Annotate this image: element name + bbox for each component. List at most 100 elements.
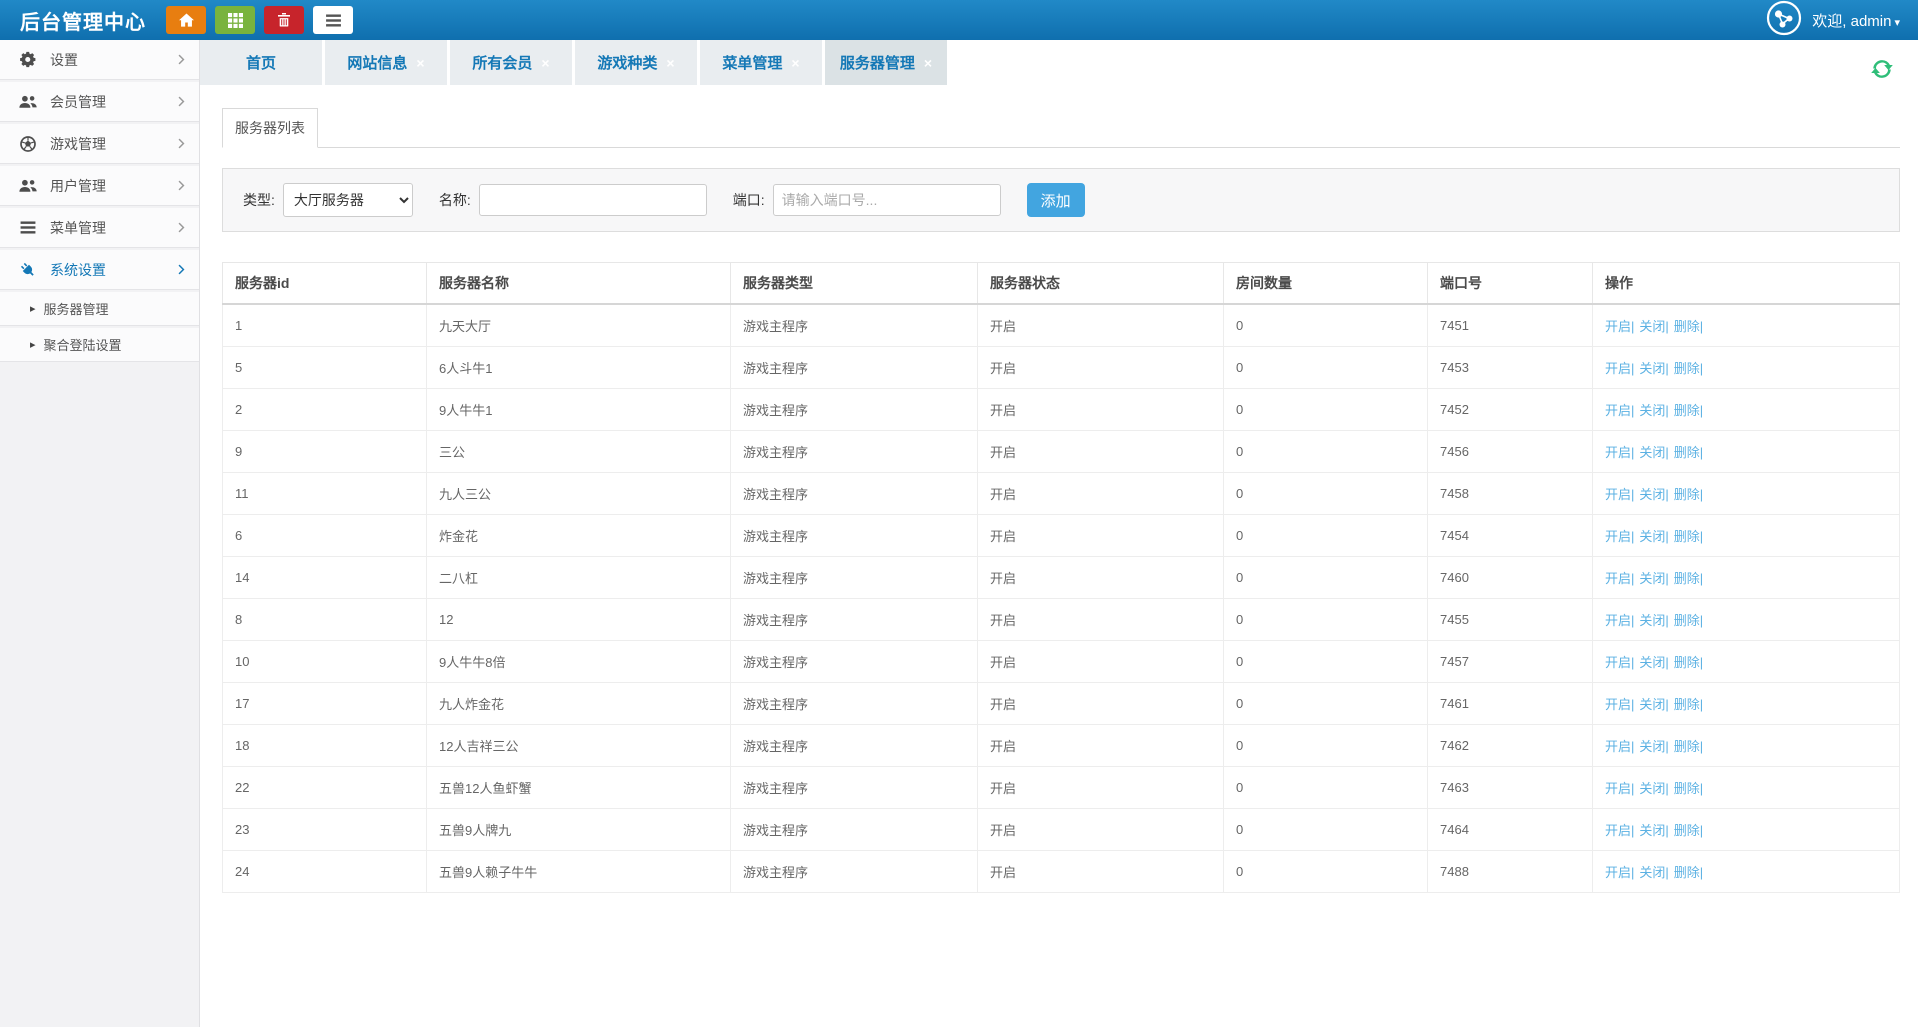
panel-tab-server-list[interactable]: 服务器列表 [222,108,318,148]
cell-type: 游戏主程序 [730,388,978,431]
tab-close-icon[interactable]: × [416,54,425,71]
server-table: 服务器id 服务器名称 服务器类型 服务器状态 房间数量 端口号 操作 1 九天大厅 游戏主程序… [222,262,1900,893]
action-open-link[interactable]: 开启| [1605,613,1635,628]
action-open-link[interactable]: 开启| [1605,781,1635,796]
cell-status: 开启 [977,303,1224,347]
action-close-link[interactable]: 关闭| [1639,697,1669,712]
sidebar-item-system[interactable]: 系统设置 [0,250,199,290]
tab-close-icon[interactable]: × [666,54,675,71]
action-close-link[interactable]: 关闭| [1639,319,1669,334]
action-delete-link[interactable]: 删除| [1673,319,1704,334]
action-delete-link[interactable]: 删除| [1673,865,1704,880]
sidebar-item-games[interactable]: 游戏管理 [0,124,199,164]
action-open-link[interactable]: 开启| [1605,319,1635,334]
action-close-link[interactable]: 关闭| [1639,865,1669,880]
tab-label: 首页 [245,55,276,72]
cell-name: 9人牛牛1 [426,388,731,431]
cell-type: 游戏主程序 [730,850,978,893]
action-open-link[interactable]: 开启| [1605,823,1635,838]
action-open-link[interactable]: 开启| [1605,487,1635,502]
user-menu[interactable]: 欢迎, admin ▾ [1766,0,1918,41]
action-close-link[interactable]: 关闭| [1639,403,1669,418]
action-close-link[interactable]: 关闭| [1639,739,1669,754]
trash-button[interactable] [264,6,304,34]
table-row: 22 五兽12人鱼虾蟹 游戏主程序 开启 0 7463 开启| 关闭| 删除| [222,766,1900,809]
sidebar-subitem-server-management[interactable]: ▸ 服务器管理 [0,292,199,326]
name-input[interactable] [478,184,707,216]
action-open-link[interactable]: 开启| [1605,571,1635,586]
action-delete-link[interactable]: 删除| [1673,529,1704,544]
home-button[interactable] [166,6,206,34]
cell-rooms: 0 [1223,388,1428,431]
action-close-link[interactable]: 关闭| [1639,529,1669,544]
tab-close-icon[interactable]: × [541,54,550,71]
tab-4[interactable]: 菜单管理 × [700,40,822,85]
tab-close-icon[interactable]: × [923,54,933,71]
action-open-link[interactable]: 开启| [1605,697,1635,712]
add-button[interactable]: 添加 [1026,183,1085,217]
action-delete-link[interactable]: 删除| [1673,739,1704,754]
action-open-link[interactable]: 开启| [1605,403,1635,418]
cell-rooms: 0 [1223,346,1428,389]
cell-rooms: 0 [1223,808,1428,851]
cell-type: 游戏主程序 [730,808,978,851]
tab-5[interactable]: 服务器管理 × [825,40,947,85]
tab-2[interactable]: 所有会员 × [450,40,572,85]
action-delete-link[interactable]: 删除| [1673,571,1704,586]
cell-id: 11 [222,472,427,515]
action-open-link[interactable]: 开启| [1605,529,1635,544]
action-close-link[interactable]: 关闭| [1639,361,1669,376]
topbar: 后台管理中心 欢迎, admin ▾ [0,0,1918,40]
grid-button[interactable] [215,6,255,34]
action-close-link[interactable]: 关闭| [1639,823,1669,838]
action-close-link[interactable]: 关闭| [1639,613,1669,628]
action-delete-link[interactable]: 删除| [1673,781,1704,796]
cell-status: 开启 [977,430,1224,473]
port-input[interactable] [772,184,1001,216]
tab-3[interactable]: 游戏种类 × [575,40,697,85]
cell-rooms: 0 [1223,598,1428,641]
refresh-icon[interactable] [1870,57,1894,81]
cell-actions: 开启| 关闭| 删除| [1592,598,1900,641]
action-close-link[interactable]: 关闭| [1639,781,1669,796]
tab-0[interactable]: 首页 [200,40,322,85]
action-close-link[interactable]: 关闭| [1639,487,1669,502]
action-close-link[interactable]: 关闭| [1639,655,1669,670]
port-label: 端口: [732,192,765,208]
sidebar-subitem-login-settings[interactable]: ▸ 聚合登陆设置 [0,328,199,362]
action-delete-link[interactable]: 删除| [1673,655,1704,670]
table-row: 8 12 游戏主程序 开启 0 7455 开启| 关闭| 删除| [222,598,1900,641]
action-delete-link[interactable]: 删除| [1673,361,1704,376]
action-open-link[interactable]: 开启| [1605,361,1635,376]
action-delete-link[interactable]: 删除| [1673,823,1704,838]
chevron-right-icon [178,54,185,65]
cell-id: 17 [222,682,427,725]
cell-type: 游戏主程序 [730,556,978,599]
table-row: 17 九人炸金花 游戏主程序 开启 0 7461 开启| 关闭| 删除| [222,682,1900,725]
action-delete-link[interactable]: 删除| [1673,445,1704,460]
action-open-link[interactable]: 开启| [1605,445,1635,460]
cell-name: 12 [426,598,731,641]
topbar-quick-buttons [166,6,353,34]
cell-actions: 开启| 关闭| 删除| [1592,514,1900,557]
action-open-link[interactable]: 开启| [1605,865,1635,880]
tab-1[interactable]: 网站信息 × [325,40,447,85]
action-close-link[interactable]: 关闭| [1639,571,1669,586]
cell-rooms: 0 [1223,766,1428,809]
action-delete-link[interactable]: 删除| [1673,487,1704,502]
action-delete-link[interactable]: 删除| [1673,613,1704,628]
action-open-link[interactable]: 开启| [1605,739,1635,754]
cell-name: 9人牛牛8倍 [426,640,731,683]
tab-close-icon[interactable]: × [791,54,800,71]
cell-id: 14 [222,556,427,599]
action-delete-link[interactable]: 删除| [1673,403,1704,418]
action-open-link[interactable]: 开启| [1605,655,1635,670]
action-delete-link[interactable]: 删除| [1673,697,1704,712]
sidebar-item-members[interactable]: 会员管理 [0,82,199,122]
list-button[interactable] [313,6,353,34]
sidebar-item-users[interactable]: 用户管理 [0,166,199,206]
type-select[interactable]: 大厅服务器 [282,183,413,217]
sidebar-item-menus[interactable]: 菜单管理 [0,208,199,248]
sidebar-item-settings[interactable]: 设置 [0,40,199,80]
action-close-link[interactable]: 关闭| [1639,445,1669,460]
